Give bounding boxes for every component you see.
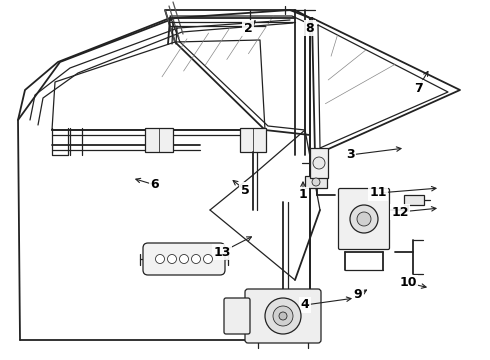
Text: 4: 4 bbox=[301, 298, 309, 311]
FancyBboxPatch shape bbox=[224, 298, 250, 334]
Circle shape bbox=[179, 255, 189, 264]
Bar bbox=[305, 176, 327, 188]
Circle shape bbox=[357, 212, 371, 226]
Circle shape bbox=[203, 255, 213, 264]
Bar bbox=[310, 148, 328, 178]
Circle shape bbox=[279, 312, 287, 320]
Circle shape bbox=[192, 255, 200, 264]
Circle shape bbox=[168, 255, 176, 264]
Text: 3: 3 bbox=[345, 148, 354, 162]
Bar bbox=[240, 128, 266, 152]
Text: 5: 5 bbox=[241, 184, 249, 197]
FancyBboxPatch shape bbox=[143, 243, 225, 275]
Circle shape bbox=[350, 205, 378, 233]
FancyBboxPatch shape bbox=[339, 189, 390, 249]
Text: 13: 13 bbox=[213, 246, 231, 258]
Text: 2: 2 bbox=[244, 22, 252, 35]
Text: 9: 9 bbox=[354, 288, 362, 302]
Text: 11: 11 bbox=[369, 186, 387, 199]
FancyBboxPatch shape bbox=[245, 289, 321, 343]
Circle shape bbox=[312, 178, 320, 186]
Text: 12: 12 bbox=[391, 206, 409, 219]
Text: 10: 10 bbox=[399, 276, 417, 289]
Text: 6: 6 bbox=[151, 179, 159, 192]
Circle shape bbox=[273, 306, 293, 326]
Text: 7: 7 bbox=[414, 81, 422, 94]
Circle shape bbox=[313, 157, 325, 169]
Bar bbox=[404, 195, 424, 205]
Bar bbox=[145, 128, 173, 152]
Text: 8: 8 bbox=[306, 22, 314, 35]
Circle shape bbox=[265, 298, 301, 334]
Circle shape bbox=[155, 255, 165, 264]
Text: 1: 1 bbox=[298, 189, 307, 202]
